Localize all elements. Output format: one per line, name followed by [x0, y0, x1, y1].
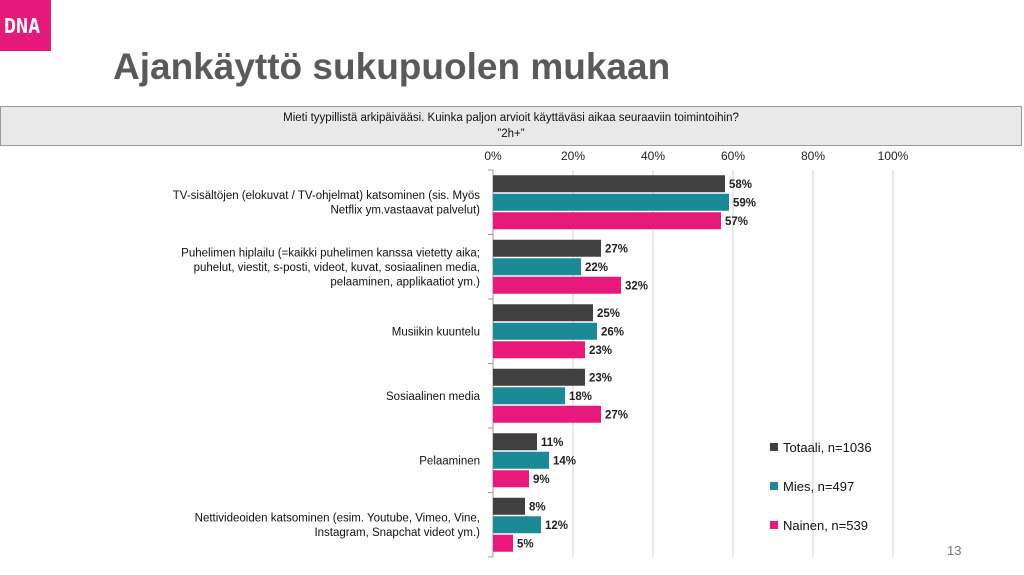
bar — [493, 534, 513, 552]
category-label: Nettivideoiden katsominen (esim. Youtube… — [195, 513, 480, 525]
slide-title: Ajankäyttö sukupuolen mukaan — [113, 46, 671, 87]
data-label: 27% — [605, 243, 628, 255]
question-line-1: Mieti tyypillistä arkipäivääsi. Kuinka p… — [283, 112, 739, 124]
category-label: Musiikin kuuntelu — [392, 326, 480, 338]
data-label: 12% — [545, 520, 568, 532]
x-tick-label: 60% — [721, 149, 745, 163]
legend-swatch — [770, 443, 778, 451]
category-label: Sosiaalinen media — [386, 391, 481, 403]
category-label: Puhelimen hiplailu (=kaikki puhelimen ka… — [181, 247, 480, 259]
legend-swatch — [770, 521, 778, 529]
data-label: 9% — [533, 474, 550, 486]
bar — [493, 304, 593, 322]
category-label: Pelaaminen — [419, 455, 480, 467]
x-tick-label: 100% — [878, 149, 909, 163]
x-tick-label: 80% — [801, 149, 825, 163]
x-tick-label: 20% — [561, 149, 585, 163]
data-label: 5% — [517, 538, 534, 550]
x-tick-label: 0% — [484, 149, 502, 163]
legend-swatch — [770, 482, 778, 490]
data-label: 58% — [729, 179, 752, 191]
category-label: Netflix ym.vastaavat palvelut) — [330, 205, 480, 217]
bar — [493, 258, 581, 276]
bar — [493, 497, 525, 515]
dna-logo: DNA — [0, 0, 51, 51]
bar — [493, 368, 585, 386]
data-label: 27% — [605, 409, 628, 421]
bar — [493, 387, 565, 405]
bar — [493, 451, 549, 469]
bar — [493, 239, 601, 257]
data-label: 59% — [733, 197, 756, 209]
data-label: 22% — [585, 262, 608, 274]
bar — [493, 470, 529, 488]
category-label: Instagram, Snapchat videot ym.) — [314, 527, 480, 539]
bar — [493, 433, 537, 451]
bar — [493, 276, 621, 294]
data-label: 8% — [529, 501, 546, 513]
data-label: 32% — [625, 280, 648, 292]
x-tick-label: 40% — [641, 149, 665, 163]
data-label: 14% — [553, 455, 576, 467]
data-label: 25% — [597, 308, 620, 320]
bar — [493, 212, 721, 230]
legend-label: Totaali, n=1036 — [783, 440, 872, 455]
legend-label: Nainen, n=539 — [783, 518, 868, 533]
data-label: 57% — [725, 216, 748, 228]
page-number: 13 — [947, 543, 962, 558]
data-label: 23% — [589, 372, 612, 384]
bar — [493, 516, 541, 534]
data-label: 11% — [541, 437, 563, 449]
data-label: 26% — [601, 326, 624, 338]
data-label: 23% — [589, 345, 612, 357]
category-label: pelaaminen, applikaatiot ym.) — [330, 276, 480, 288]
bar — [493, 193, 729, 211]
bar — [493, 175, 725, 193]
category-label: puhelut, viestit, s-posti, videot, kuvat… — [194, 262, 480, 274]
data-label: 18% — [569, 391, 592, 403]
bar — [493, 405, 601, 423]
legend-label: Mies, n=497 — [783, 479, 854, 494]
question-box: Mieti tyypillistä arkipäivääsi. Kuinka p… — [0, 106, 1022, 146]
bar — [493, 322, 597, 340]
logo-text: DNA — [4, 14, 41, 38]
category-label: TV-sisältöjen (elokuvat / TV-ohjelmat) k… — [173, 190, 480, 202]
question-line-2: ”2h+” — [497, 128, 525, 140]
bar — [493, 341, 585, 359]
